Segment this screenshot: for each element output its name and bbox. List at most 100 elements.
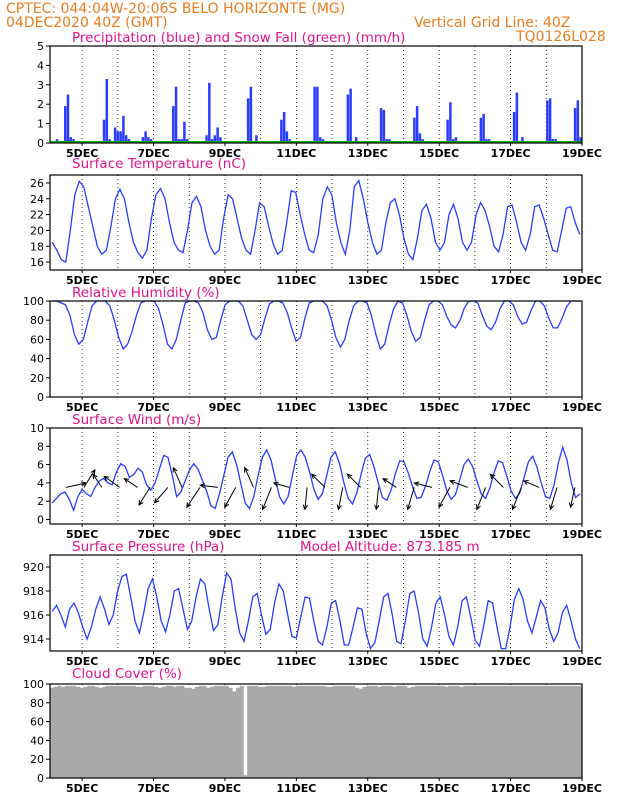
cloud-bar bbox=[358, 688, 363, 778]
precip-bar bbox=[521, 137, 524, 143]
precip-bar bbox=[573, 108, 577, 143]
precip-bar bbox=[116, 131, 120, 143]
y-tick-label: 0 bbox=[37, 137, 44, 150]
cloud-bar bbox=[500, 685, 505, 778]
y-tick-label: 8 bbox=[37, 440, 44, 453]
precip-bar bbox=[213, 135, 217, 143]
cloud-bar bbox=[228, 687, 233, 778]
cloud-bar bbox=[567, 685, 572, 778]
cloud-bar bbox=[574, 685, 579, 778]
cloud-bar bbox=[526, 685, 531, 778]
cloud-bar bbox=[102, 686, 107, 778]
wind-arrow bbox=[244, 466, 254, 488]
cloud-bar bbox=[247, 685, 252, 778]
cloud-bar bbox=[239, 685, 244, 778]
wind-arrow bbox=[346, 473, 361, 488]
cloud-bar bbox=[407, 687, 412, 778]
x-tick-label: 9DEC bbox=[209, 655, 241, 668]
cloud-bar bbox=[161, 686, 166, 778]
precip-bar bbox=[216, 127, 219, 143]
cloud-bar bbox=[485, 685, 490, 778]
cloud-bar bbox=[418, 685, 423, 778]
x-tick-label: 7DEC bbox=[137, 655, 169, 668]
x-tick-label: 7DEC bbox=[137, 782, 169, 795]
y-tick-label: 0 bbox=[37, 513, 44, 526]
cloud-bar bbox=[124, 685, 129, 778]
precip-bar bbox=[63, 106, 67, 143]
temp-panel: 16 18 20 22 24 26 5DEC 7DEC 9DEC 11DEC 13DEC 15DEC 1… bbox=[30, 174, 602, 287]
wind-arrow bbox=[336, 487, 344, 511]
cloud-bar bbox=[392, 686, 397, 778]
x-tick-label: 7DEC bbox=[137, 147, 169, 160]
x-tick-label: 17DEC bbox=[491, 401, 531, 414]
cloud-bar bbox=[169, 685, 174, 778]
pressure-title: Surface Pressure (hPa) bbox=[72, 539, 225, 555]
cloud-bar bbox=[221, 685, 226, 778]
cloud-bar bbox=[329, 686, 334, 778]
header-model-code: TQ0126L028 bbox=[515, 29, 606, 45]
x-tick-label: 9DEC bbox=[209, 528, 241, 541]
cloud-bar bbox=[474, 685, 479, 778]
cloud-bar bbox=[276, 685, 281, 778]
x-tick-label: 9DEC bbox=[209, 782, 241, 795]
x-tick-label: 11DEC bbox=[276, 528, 316, 541]
cloud-bar bbox=[50, 687, 55, 778]
precip-bar bbox=[285, 131, 289, 143]
y-tick-label: 0 bbox=[37, 391, 44, 404]
precip-bar bbox=[515, 92, 519, 143]
precip-bar bbox=[119, 131, 122, 143]
cloud-bar bbox=[172, 686, 177, 778]
cloud-bar bbox=[563, 685, 568, 778]
x-tick-label: 5DEC bbox=[66, 274, 98, 287]
cloud-bar bbox=[343, 685, 348, 778]
cloud-bar bbox=[61, 686, 66, 778]
precip-bar bbox=[113, 127, 117, 143]
x-tick-label: 5DEC bbox=[66, 655, 98, 668]
wind-arrow bbox=[224, 487, 237, 509]
y-tick-label: 4 bbox=[37, 59, 44, 72]
y-tick-label: 6 bbox=[37, 459, 44, 472]
cloud-bar bbox=[269, 685, 274, 778]
x-tick-label: 9DEC bbox=[209, 147, 241, 160]
cloud-bar bbox=[555, 685, 560, 778]
cloud-bar bbox=[336, 685, 341, 778]
wind-arrow bbox=[83, 468, 96, 488]
cloud-bar bbox=[236, 687, 241, 778]
precip-bar bbox=[66, 94, 70, 143]
cloud-bar bbox=[388, 685, 393, 778]
cloud-bar bbox=[232, 691, 237, 778]
x-tick-label: 19DEC bbox=[562, 782, 602, 795]
y-tick-label: 2 bbox=[37, 98, 44, 111]
cloud-bar bbox=[187, 687, 192, 778]
cloud-bar bbox=[544, 685, 549, 778]
x-tick-label: 13DEC bbox=[348, 401, 388, 414]
precip-bar bbox=[546, 100, 549, 143]
cloud-bar bbox=[325, 686, 330, 778]
x-tick-label: 9DEC bbox=[209, 401, 241, 414]
wind-arrow bbox=[374, 487, 380, 511]
y-tick-label: 40 bbox=[30, 734, 44, 747]
cloud-bar bbox=[362, 686, 367, 778]
x-tick-label: 19DEC bbox=[562, 401, 602, 414]
precip-bar bbox=[479, 117, 483, 143]
wind-arrow bbox=[272, 481, 290, 488]
cloud-bar bbox=[57, 685, 62, 778]
precip-bar bbox=[482, 113, 485, 143]
precip-bar bbox=[379, 108, 383, 143]
cloud-bar bbox=[414, 685, 419, 778]
cloud-bar bbox=[183, 687, 188, 778]
cloud-bar bbox=[250, 685, 255, 778]
wind-arrow bbox=[65, 481, 88, 488]
wind-arrow bbox=[568, 487, 576, 509]
cloud-bar bbox=[72, 685, 77, 778]
cloud-bar bbox=[243, 775, 248, 778]
precip-bar bbox=[512, 111, 516, 143]
x-tick-label: 13DEC bbox=[348, 782, 388, 795]
y-tick-label: 80 bbox=[30, 697, 44, 710]
x-tick-label: 19DEC bbox=[562, 655, 602, 668]
precip-bar bbox=[579, 137, 582, 143]
y-tick-label: 918 bbox=[23, 585, 44, 598]
wind-arrow bbox=[489, 473, 504, 488]
cloud-bar bbox=[105, 685, 110, 778]
